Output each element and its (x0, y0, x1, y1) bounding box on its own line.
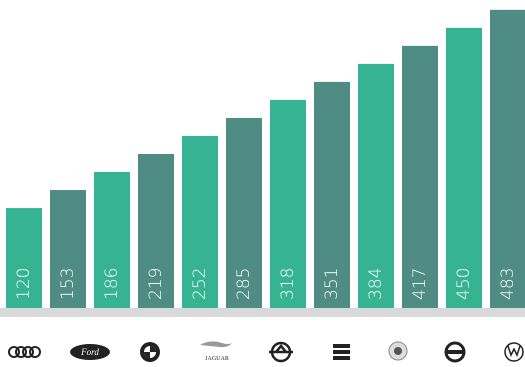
bmw-logo (140, 342, 160, 362)
value-label: 186 (102, 268, 122, 300)
opel-logo (269, 341, 293, 363)
volvo-logo (444, 341, 466, 363)
baseline-strip (0, 308, 525, 317)
value-label: 219 (146, 268, 166, 300)
bar (402, 45, 438, 308)
bar (94, 172, 130, 308)
bar (6, 208, 42, 308)
value-label: 252 (190, 268, 210, 300)
brand-logos: Ford JAGUAR (8, 341, 524, 363)
value-label: 285 (234, 268, 254, 300)
ford-logo: Ford (70, 344, 110, 360)
value-label: 120 (14, 268, 34, 300)
value-label: 384 (366, 268, 386, 300)
value-label: 450 (454, 268, 474, 300)
jaguar-text: JAGUAR (205, 356, 229, 362)
ford-text: Ford (80, 347, 99, 357)
audi-logo (8, 346, 41, 358)
vw-logo (504, 342, 524, 362)
value-label: 318 (278, 268, 298, 300)
bar (182, 135, 218, 308)
value-label: 153 (58, 268, 78, 300)
skoda-logo (388, 341, 408, 361)
jaguar-logo: JAGUAR (200, 341, 232, 362)
bar (138, 154, 174, 308)
bar (314, 81, 350, 309)
value-label: 417 (410, 268, 430, 300)
bar (226, 117, 262, 308)
bar (50, 190, 86, 308)
bar (270, 99, 306, 308)
bar (358, 63, 394, 308)
value-label: 351 (322, 268, 342, 300)
bar (490, 9, 525, 309)
seat-logo (333, 344, 350, 360)
value-label: 483 (498, 268, 518, 300)
bar (446, 27, 482, 308)
